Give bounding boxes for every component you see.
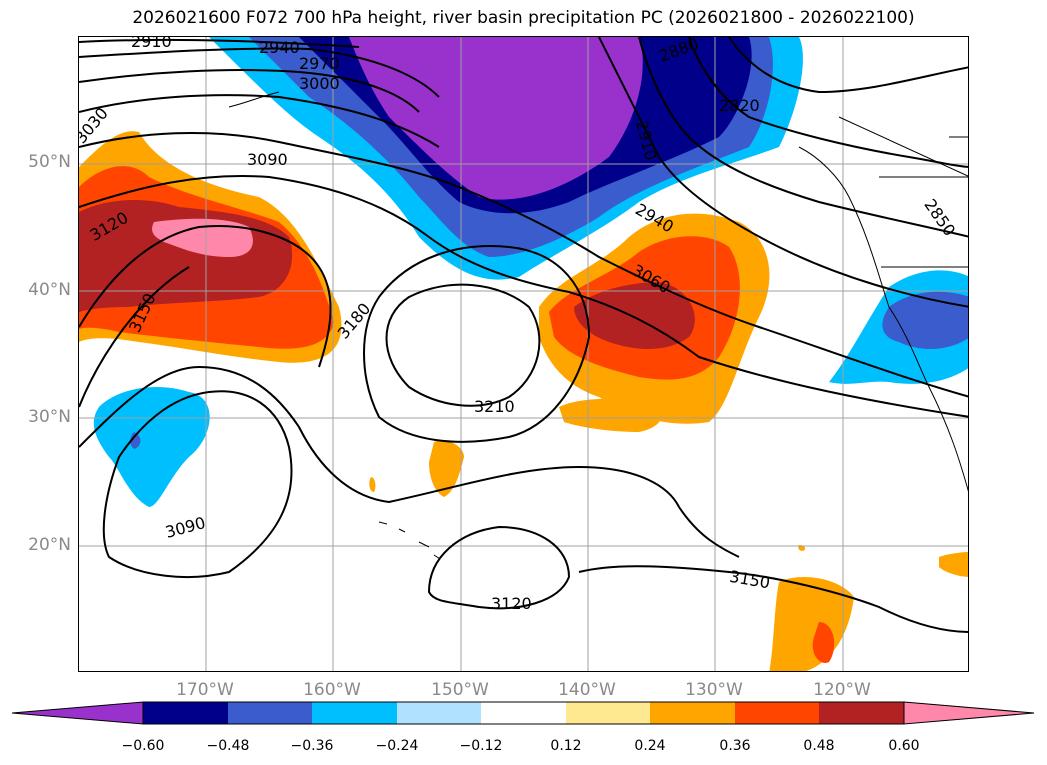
lat-label-50n: 50°N xyxy=(28,152,71,172)
lat-label-40n: 40°N xyxy=(28,280,71,300)
graticule xyxy=(79,37,968,671)
shading-negative-north xyxy=(209,37,803,280)
contour-label: 2940 xyxy=(259,38,300,57)
colorbar-segment xyxy=(397,702,481,724)
colorbar-segment xyxy=(143,702,228,724)
lat-label-20n: 20°N xyxy=(28,535,71,555)
map-panel: 2910 2940 2970 3000 3030 3090 3120 3150 … xyxy=(78,36,969,672)
colorbar-segment xyxy=(735,702,819,724)
contour-label: 3120 xyxy=(491,594,532,613)
colorbar-tick: 0.36 xyxy=(719,738,751,754)
map-title: 2026021600 F072 700 hPa height, river ba… xyxy=(132,8,915,28)
coastlines xyxy=(228,91,968,560)
colorbar-extend-left xyxy=(11,701,144,725)
contour-label: 3090 xyxy=(163,513,207,542)
colorbar-segment xyxy=(566,702,650,724)
contour-label: 3000 xyxy=(299,74,340,93)
colorbar-tick: −0.24 xyxy=(375,738,419,754)
lon-label-130w: 130°W xyxy=(685,680,743,700)
contour-label: 2820 xyxy=(719,96,760,115)
colorbar-tick: 0.12 xyxy=(550,738,582,754)
lon-label-160w: 160°W xyxy=(303,680,361,700)
lon-label-120w: 120°W xyxy=(813,680,871,700)
colorbar-segment xyxy=(819,702,904,724)
shading-positive-west xyxy=(79,131,342,363)
shading-negative-west xyxy=(93,387,210,507)
contour-label: 3090 xyxy=(247,150,288,169)
shading-negative-east xyxy=(829,270,968,384)
contour-label: 3150 xyxy=(728,567,771,593)
contour-label: 2910 xyxy=(131,37,172,51)
shading-positive-central xyxy=(369,213,968,671)
colorbar-tick: 0.24 xyxy=(634,738,666,754)
contour-label: 2970 xyxy=(299,54,340,73)
colorbar-tick: −0.60 xyxy=(121,738,165,754)
colorbar-tick: −0.36 xyxy=(290,738,334,754)
colorbar-tick: 0.60 xyxy=(888,738,920,754)
colorbar-segment xyxy=(650,702,735,724)
colorbar-segment xyxy=(481,702,566,724)
map-canvas: 2910 2940 2970 3000 3030 3090 3120 3150 … xyxy=(79,37,968,671)
height-contours xyxy=(79,37,968,633)
contour-label: 3210 xyxy=(474,397,515,416)
colorbar-segment xyxy=(228,702,312,724)
colorbar-tick: 0.48 xyxy=(803,738,835,754)
colorbar xyxy=(11,701,1035,725)
lon-label-170w: 170°W xyxy=(176,680,234,700)
lon-label-150w: 150°W xyxy=(431,680,489,700)
colorbar-extend-right xyxy=(903,701,1035,725)
colorbar-segment xyxy=(312,702,397,724)
colorbar-tick: −0.48 xyxy=(206,738,250,754)
lat-label-30n: 30°N xyxy=(28,407,71,427)
lon-label-140w: 140°W xyxy=(558,680,616,700)
colorbar-tick: −0.12 xyxy=(459,738,503,754)
